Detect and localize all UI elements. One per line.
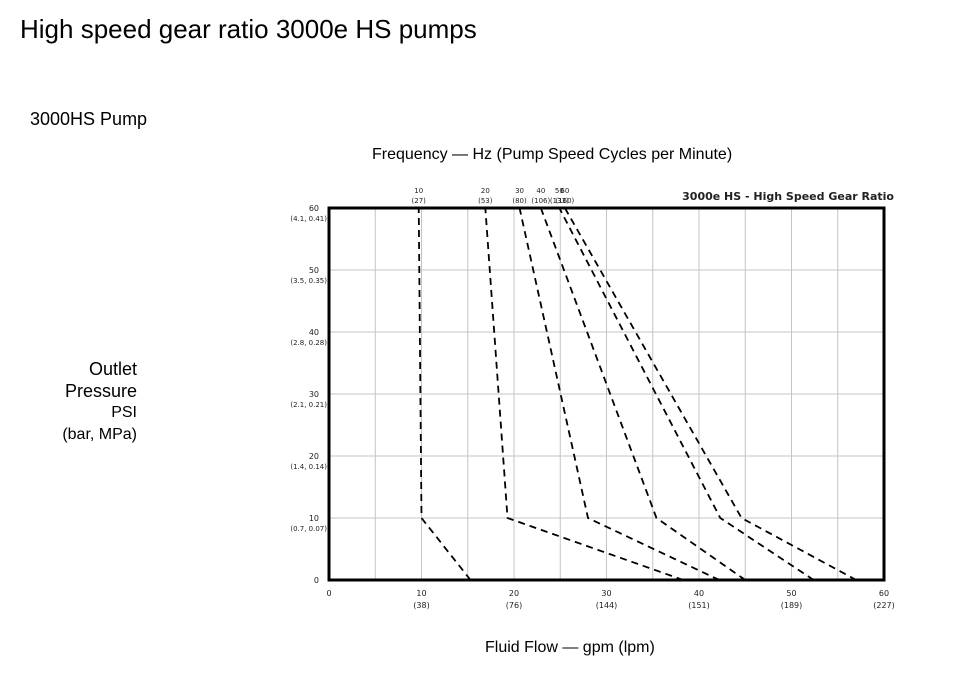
curve-sublabel-50: (133) [550, 197, 569, 205]
x-tick-sublabel: (76) [506, 601, 522, 610]
frequency-curve-50 [558, 207, 815, 581]
y-tick-sublabel: (4.1, 0.41) [290, 215, 327, 223]
x-tick-sublabel: (38) [413, 601, 429, 610]
x-tick-sublabel: (227) [873, 601, 895, 610]
x-tick-label: 60 [879, 589, 889, 598]
y-tick-label: 50 [309, 266, 319, 275]
x-tick-label: 40 [694, 589, 704, 598]
frequency-heading: Frequency — Hz (Pump Speed Cycles per Mi… [372, 146, 733, 163]
curve-sublabel-10: (27) [412, 197, 427, 205]
y-tick-sublabel: (0.7, 0.07) [290, 525, 327, 533]
y-label-line-3: PSI [111, 404, 137, 421]
curve-label-50: 50 [555, 187, 564, 195]
x-tick-label: 0 [326, 589, 331, 598]
y-label-line-2: Pressure [64, 381, 137, 401]
y-label-line-4: (bar, MPa) [62, 426, 137, 443]
y-tick-sublabel: (1.4, 0.14) [290, 463, 327, 471]
x-tick-sublabel: (144) [596, 601, 618, 610]
frequency-curve-20 [484, 207, 684, 581]
y-tick-label: 20 [309, 452, 319, 461]
y-axis-label: Outlet Pressure PSI (bar, MPa) [62, 358, 137, 446]
x-tick-sublabel: (189) [781, 601, 803, 610]
curve-sublabel-20: (53) [478, 197, 493, 205]
y-tick-label: 0 [314, 576, 319, 585]
x-axis-label: Fluid Flow — gpm (lpm) [485, 639, 655, 656]
pump-subtitle: 3000HS Pump [30, 109, 148, 129]
frequency-curve-10 [417, 207, 472, 581]
y-label-line-1: Outlet [88, 359, 137, 379]
plot-frame [327, 206, 886, 582]
y-tick-label: 30 [309, 390, 319, 399]
frequency-curve-30 [518, 207, 720, 581]
page-title: High speed gear ratio 3000e HS pumps [20, 14, 477, 44]
curve-sublabel-40: (106) [531, 197, 550, 205]
y-tick-sublabel: (2.1, 0.21) [290, 401, 327, 409]
x-tick-label: 30 [601, 589, 611, 598]
y-tick-label: 10 [309, 514, 319, 523]
y-tick-label: 60 [309, 204, 319, 213]
curve-label-60: 60 [560, 187, 569, 195]
x-tick-sublabel: (151) [688, 601, 710, 610]
curve-label-10: 10 [414, 187, 423, 195]
curve-label-20: 20 [481, 187, 490, 195]
frequency-curve-40 [539, 207, 746, 581]
curve-sublabel-60: (160) [555, 197, 574, 205]
y-tick-label: 40 [309, 328, 319, 337]
curve-sublabel-30: (80) [512, 197, 527, 205]
x-tick-label: 20 [509, 589, 519, 598]
x-tick-label: 50 [786, 589, 796, 598]
y-tick-sublabel: (3.5, 0.35) [290, 277, 327, 285]
curve-label-30: 30 [515, 187, 524, 195]
x-tick-label: 10 [416, 589, 426, 598]
y-tick-sublabel: (2.8, 0.28) [290, 339, 327, 347]
chart-title: 3000e HS - High Speed Gear Ratio [682, 190, 894, 203]
curve-label-40: 40 [536, 187, 545, 195]
